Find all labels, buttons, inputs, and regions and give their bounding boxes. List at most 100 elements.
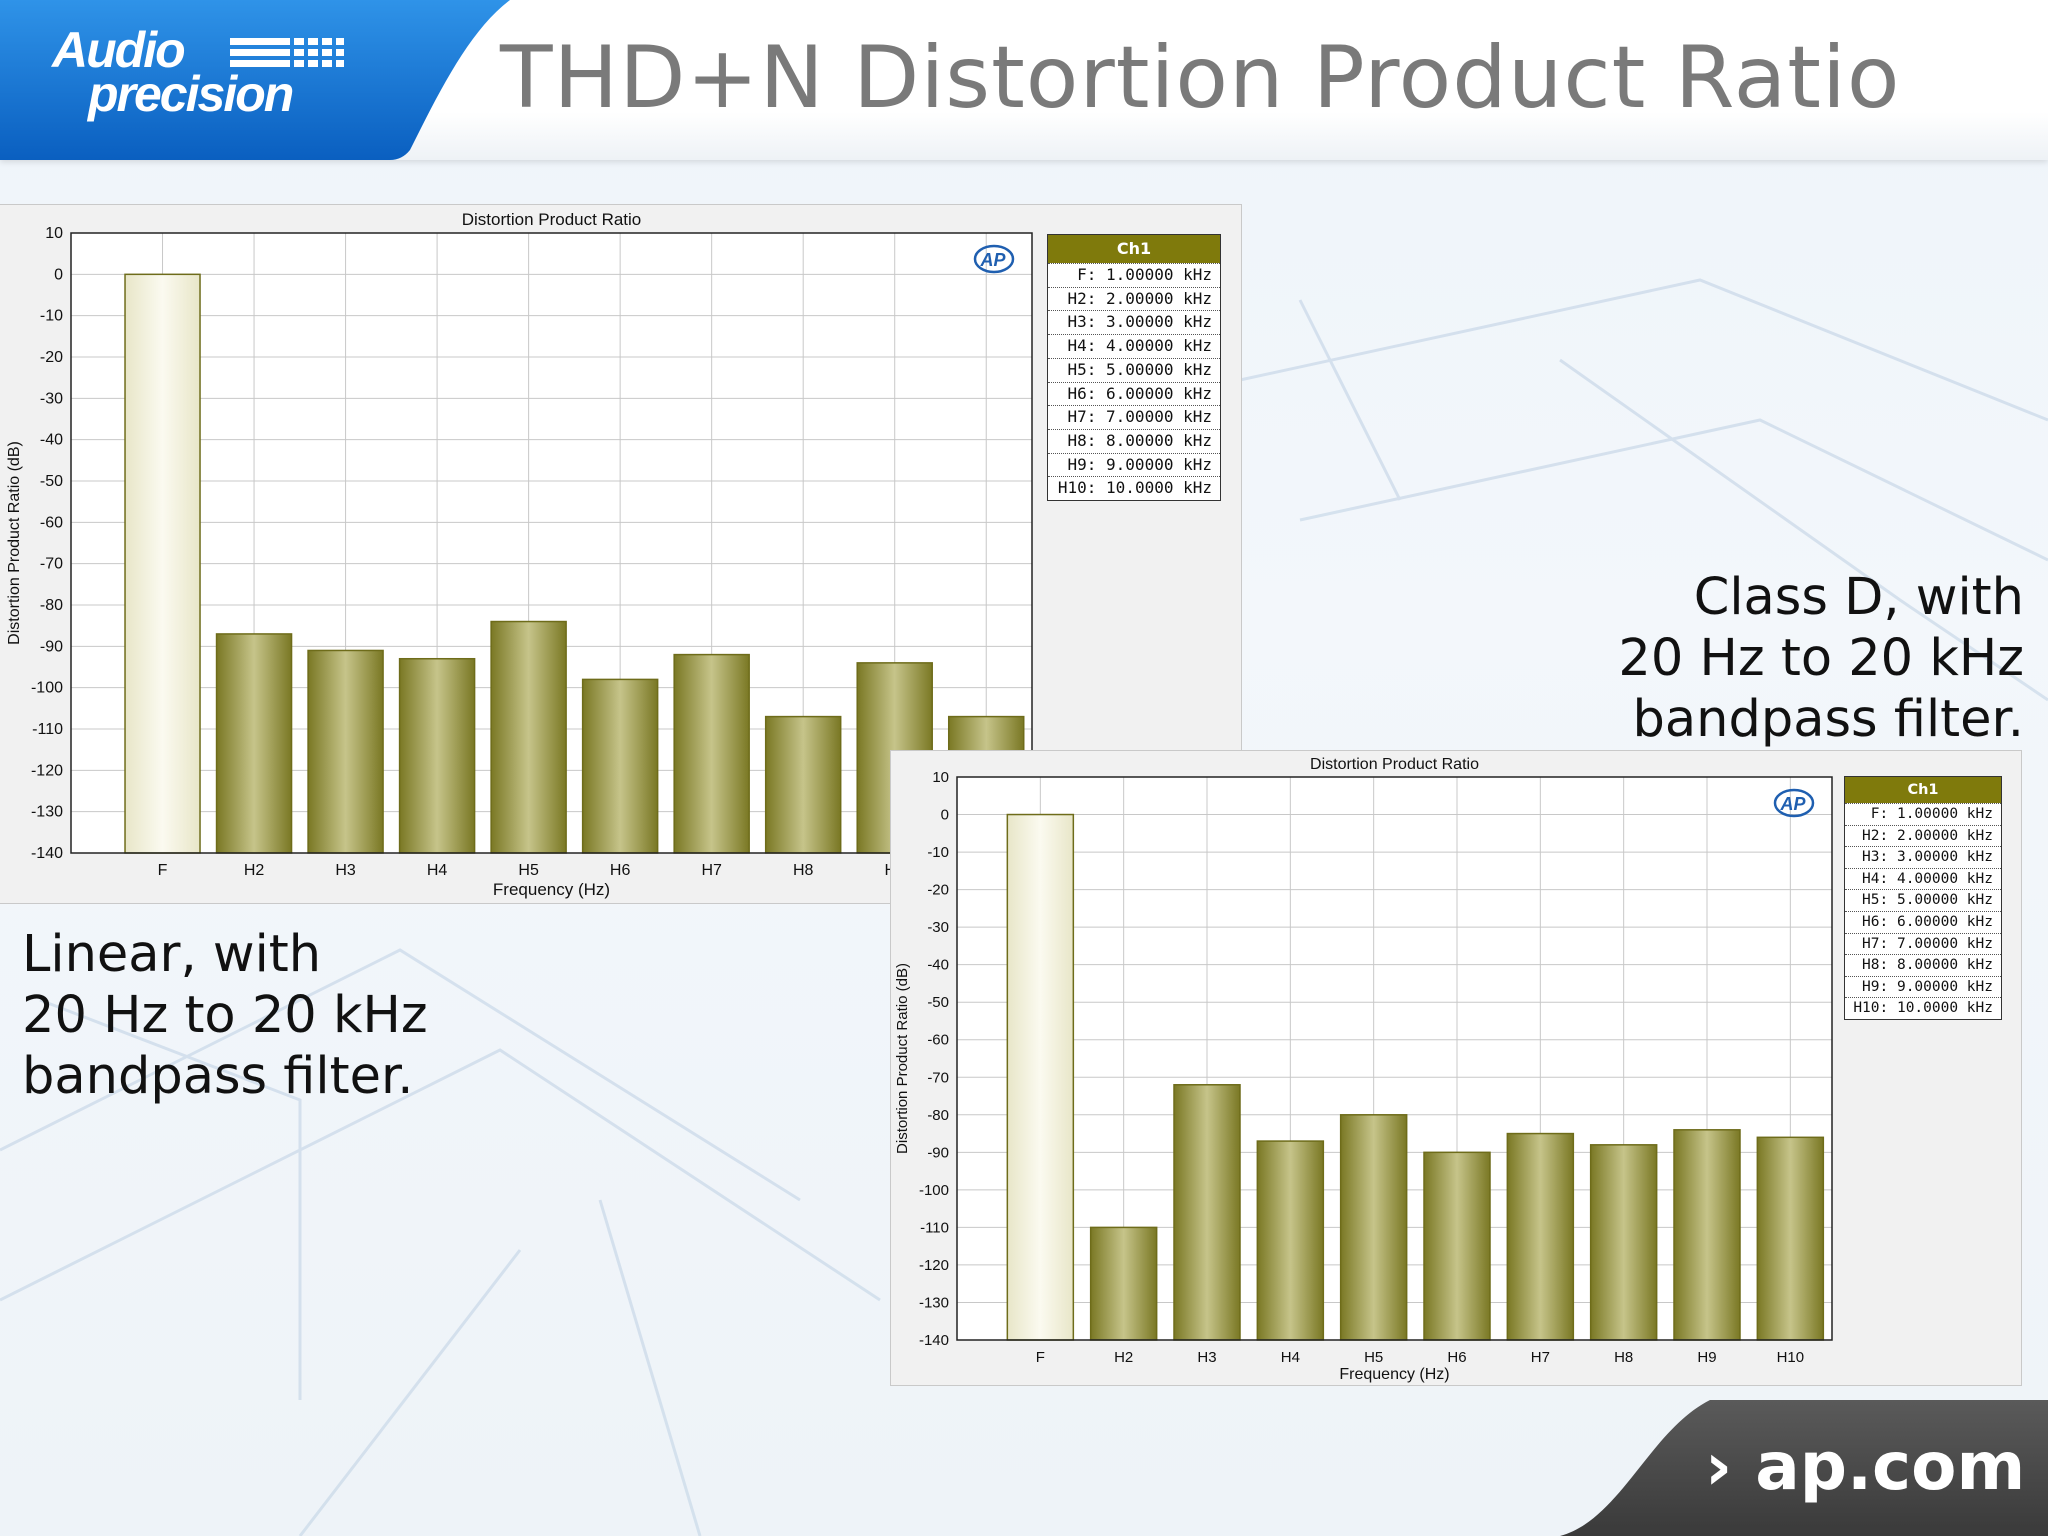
x-tick-label: H10 [1777, 1349, 1805, 1366]
y-tick-label: -140 [919, 1332, 949, 1349]
bar-h8 [1589, 1144, 1658, 1341]
legend-entry: H6: 6.00000 kHz [1048, 381, 1220, 406]
x-tick-label: H6 [610, 862, 631, 879]
logo-tab [0, 0, 510, 160]
y-tick-label: -100 [31, 680, 63, 697]
bar-f [124, 273, 201, 854]
legend-entry: H4: 4.00000 kHz [1048, 334, 1220, 358]
caption-linear-line-3: bandpass filter. [22, 1047, 414, 1106]
chevron-right-icon: › [1705, 1428, 1733, 1505]
y-tick-label: -40 [40, 432, 63, 449]
footer-link[interactable]: › ap.com [1705, 1428, 2025, 1505]
y-tick-label: -80 [927, 1107, 949, 1124]
legend-header: Ch1 [1048, 235, 1220, 263]
bar-h5 [1339, 1114, 1408, 1341]
ap-logo-icon [973, 244, 1015, 274]
legend-entry: H3: 3.00000 kHz [1845, 846, 2001, 868]
y-tick-label: -130 [919, 1294, 949, 1311]
caption-linear-line-1: Linear, with [22, 925, 322, 984]
footer-tab [1560, 1400, 2048, 1536]
y-tick-label: -20 [40, 349, 63, 366]
legend-entry: H10: 10.0000 kHz [1048, 476, 1220, 500]
x-axis-label: Frequency (Hz) [493, 880, 610, 899]
x-tick-label: H4 [1281, 1349, 1300, 1366]
bar-h3 [307, 649, 384, 854]
x-tick-label: H6 [1447, 1349, 1466, 1366]
legend-entry: H6: 6.00000 kHz [1845, 910, 2001, 933]
y-tick-label: -120 [919, 1257, 949, 1274]
legend-entry: H7: 7.00000 kHz [1048, 405, 1220, 429]
caption-class-d-line-2: 20 Hz to 20 kHz [1618, 629, 2024, 688]
bar-h8 [764, 715, 842, 854]
bar-f [1006, 813, 1075, 1341]
y-tick-label: -90 [927, 1144, 949, 1161]
y-tick-label: -40 [927, 957, 949, 974]
logo-line-1: Audio [52, 22, 186, 78]
y-tick-label: -30 [927, 919, 949, 936]
x-tick-label: H7 [1531, 1349, 1550, 1366]
y-tick-label: -120 [31, 762, 63, 779]
y-tick-label: -70 [927, 1069, 949, 1086]
y-tick-label: 0 [941, 807, 949, 824]
y-tick-label: -20 [927, 882, 949, 899]
x-axis-label: Frequency (Hz) [1339, 1366, 1449, 1383]
y-tick-label: 0 [54, 266, 63, 283]
chart-panel-class-d: 10 0 -10 -20 -30 -40 -50 -60 -70 -80 -90 -100 -110 -1… [890, 750, 2022, 1386]
plot-frame [70, 232, 1033, 854]
x-tick-label: H7 [701, 862, 722, 879]
y-tick-label: -10 [40, 308, 63, 325]
logo-bars-icon [230, 38, 344, 67]
legend-entry: H5: 5.00000 kHz [1048, 357, 1220, 382]
legend-entry: H4: 4.00000 kHz [1845, 867, 2001, 890]
bar-h9 [1673, 1129, 1741, 1341]
x-tick-label: F [1036, 1349, 1045, 1366]
legend-linear: Ch1 F: 1.00000 kHz H2: 2.00000 kHz H3: 3.0… [1047, 234, 1221, 502]
distortion-chart-class-d: 10 0 -10 -20 -30 -40 -50 -60 -70 -80 -90 -100 -110 -1… [894, 756, 1833, 1383]
bar-h2 [215, 633, 293, 854]
y-tick-label: -10 [927, 844, 949, 861]
ap-logo-icon [1773, 788, 1815, 818]
x-tick-label: H5 [518, 862, 539, 879]
legend-header: Ch1 [1845, 777, 2001, 803]
y-tick-label: -100 [919, 1182, 949, 1199]
y-axis-label: Distortion Product Ratio (dB) [894, 963, 911, 1154]
x-tick-label: F [158, 862, 168, 879]
legend-entry: H9: 9.00000 kHz [1048, 452, 1220, 477]
caption-class-d-line-3: bandpass filter. [1632, 690, 2024, 749]
y-tick-label: -60 [927, 1032, 949, 1049]
x-tick-label: H3 [1197, 1349, 1216, 1366]
bar-h6 [1423, 1151, 1491, 1341]
y-axis-label: Distortion Product Ratio (dB) [6, 441, 23, 645]
audio-precision-logo: Audio precision [52, 25, 294, 122]
caption-class-d: Class D, with 20 Hz to 20 kHz bandpass f… [1618, 567, 2024, 750]
legend-entry: H2: 2.00000 kHz [1048, 286, 1220, 311]
bar-h3 [1173, 1084, 1241, 1341]
legend-entry: F: 1.00000 kHz [1048, 263, 1220, 287]
y-tick-label: -50 [927, 994, 949, 1011]
caption-class-d-line-1: Class D, with [1693, 568, 2024, 627]
y-tick-label: -140 [31, 845, 63, 862]
x-tick-label: H3 [335, 862, 356, 879]
bar-h4 [398, 657, 476, 854]
footer-link-text: ap.com [1755, 1428, 2026, 1505]
legend-entry: H8: 8.00000 kHz [1048, 428, 1220, 453]
x-tick-label: H4 [427, 862, 448, 879]
bar-h6 [581, 678, 659, 854]
y-tick-label: -110 [920, 1219, 949, 1236]
legend-entry: H7: 7.00000 kHz [1845, 932, 2001, 955]
x-tick-label: H8 [1614, 1349, 1633, 1366]
y-tick-label: -70 [40, 556, 63, 573]
legend-entry: H3: 3.00000 kHz [1048, 310, 1220, 334]
y-tick-label: -80 [40, 597, 63, 614]
x-tick-label: H9 [1697, 1349, 1716, 1366]
y-tick-label: -130 [31, 804, 63, 821]
y-tick-label: -90 [40, 638, 63, 655]
legend-entry: H2: 2.00000 kHz [1845, 824, 2001, 847]
bar-h10 [1756, 1136, 1825, 1341]
ap-logo-text: AP [1779, 794, 1806, 814]
y-tick-label: 10 [932, 769, 949, 786]
logo-line-2: precision [88, 66, 294, 122]
x-tick-label: H2 [244, 862, 265, 879]
chart-title: Distortion Product Ratio [1310, 756, 1479, 773]
